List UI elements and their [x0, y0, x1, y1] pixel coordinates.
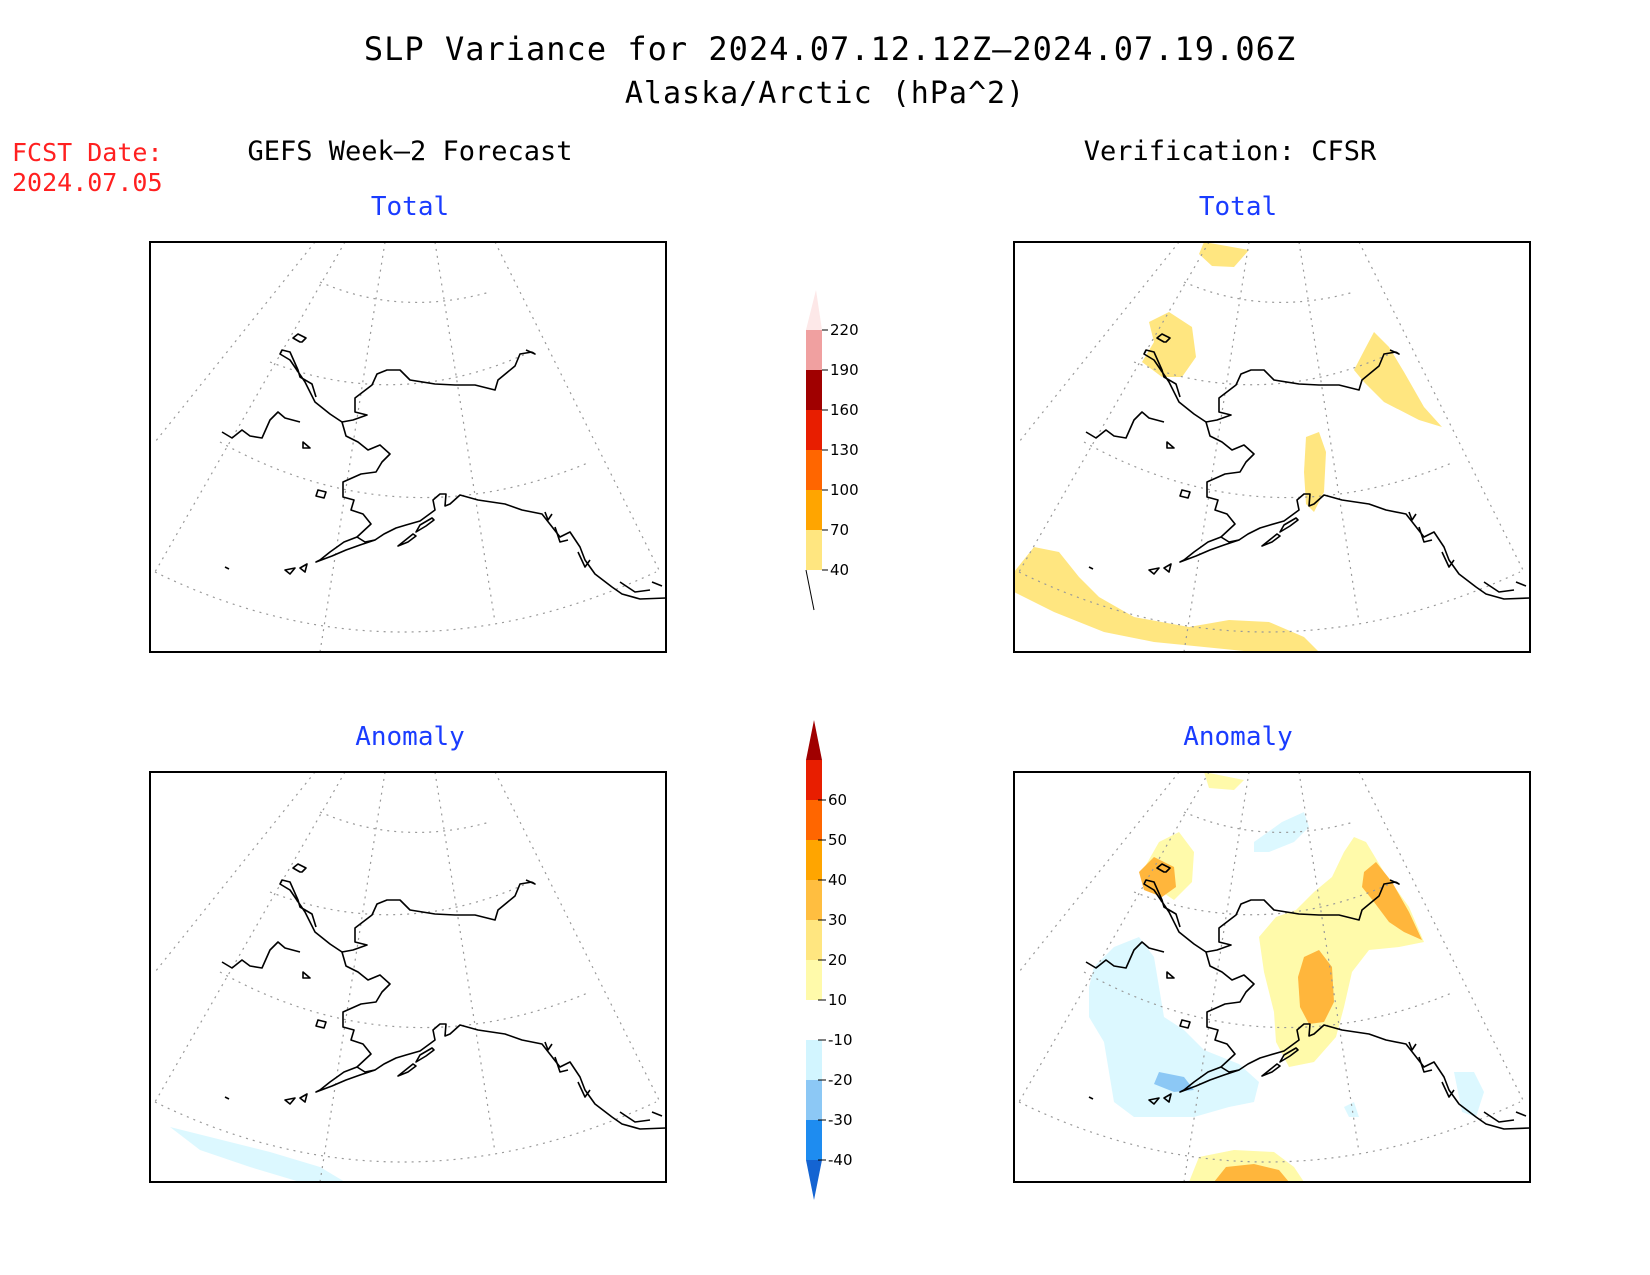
colorbar-swatch: [806, 720, 822, 760]
panel-title-top-left: Total: [370, 192, 450, 222]
colorbar-swatch: [806, 1080, 822, 1120]
colorbar-tick-label: 30: [828, 911, 847, 929]
colorbar-swatch: [806, 1040, 822, 1080]
shade-region: [1014, 547, 1319, 652]
main-title: SLP Variance for 2024.07.12.12Z–2024.07.…: [363, 30, 1297, 68]
colorbar-swatch: [806, 760, 822, 800]
shade-region: [1259, 837, 1424, 1067]
colorbar-swatch: [806, 880, 822, 920]
colorbar-tick-label: 190: [830, 361, 859, 379]
shade-region: [1454, 1072, 1484, 1117]
colorbar-anomaly: -40 -30 -20 -10 10 20 30 40 50 60: [806, 720, 853, 1200]
forecast-date-value: 2024.07.05: [12, 168, 163, 197]
forecast-date-label: FCST Date:: [12, 138, 163, 167]
colorbar-tick-label: 70: [830, 521, 849, 539]
shade-region: [1214, 1164, 1289, 1182]
colorbar-tick-label: 160: [830, 401, 859, 419]
shade-region: [170, 1127, 345, 1182]
colorbar-swatch: [806, 450, 822, 490]
shade-region: [1344, 1102, 1359, 1117]
map-panel-verification-anomaly: [1013, 771, 1531, 1183]
shade-region: [1354, 332, 1442, 427]
colorbar-swatch: [806, 530, 822, 570]
colorbar-tick-label: 40: [828, 871, 847, 889]
colorbar-tick-label: 130: [830, 441, 859, 459]
colorbar-swatch: [806, 800, 822, 840]
shade-region: [1298, 950, 1334, 1024]
colorbar-tick-label: 100: [830, 481, 859, 499]
colorbar-tick-label: 20: [828, 951, 847, 969]
right-column-title: Verification: CFSR: [1083, 136, 1377, 167]
panel-title-top-right: Total: [1198, 192, 1278, 222]
panel-title-bottom-left: Anomaly: [355, 722, 465, 752]
colorbar-tick-label: -20: [828, 1071, 853, 1089]
colorbar-tick-label: -30: [828, 1111, 853, 1129]
shade-region: [1362, 862, 1422, 940]
colorbar-swatch: [806, 330, 822, 370]
colorbar-tick-label: 60: [828, 791, 847, 809]
shade-region: [1304, 432, 1326, 512]
colorbar-tick-label: 220: [830, 321, 859, 339]
colorbar-tick-label: 50: [828, 831, 847, 849]
shade-region: [1254, 812, 1309, 852]
shade-region: [1204, 772, 1244, 790]
colorbar-swatch: [806, 370, 822, 410]
main-subtitle: Alaska/Arctic (hPa^2): [624, 76, 1026, 111]
map-panel-forecast-total: [149, 241, 667, 653]
shade-region: [1089, 937, 1259, 1117]
colorbar-swatch: [806, 290, 822, 330]
colorbar-swatch: [806, 840, 822, 880]
colorbar-tick-label: -10: [828, 1031, 853, 1049]
colorbar-tick-label: 40: [830, 561, 849, 579]
map-panel-forecast-anomaly: [149, 771, 667, 1183]
panel-title-bottom-right: Anomaly: [1183, 722, 1293, 752]
shade-region: [1154, 1072, 1194, 1092]
colorbar-swatch: [806, 410, 822, 450]
shade-region: [1142, 312, 1196, 377]
colorbar-tick-label: -40: [828, 1151, 853, 1169]
colorbar-swatch: [806, 1120, 822, 1160]
colorbar-total: 40 70 100 130 160 190 220: [805, 290, 859, 611]
shade-region: [1199, 242, 1249, 267]
left-column-title: GEFS Week–2 Forecast: [247, 136, 573, 167]
colorbar-swatch: [806, 920, 822, 960]
colorbar-tick-label: 10: [828, 991, 847, 1009]
colorbar-tail: [805, 569, 815, 611]
colorbar-swatch: [806, 1000, 822, 1040]
colorbar-swatch: [806, 1160, 822, 1200]
colorbar-swatch: [806, 490, 822, 530]
map-panel-verification-total: [1013, 241, 1531, 653]
colorbar-swatch: [806, 960, 822, 1000]
